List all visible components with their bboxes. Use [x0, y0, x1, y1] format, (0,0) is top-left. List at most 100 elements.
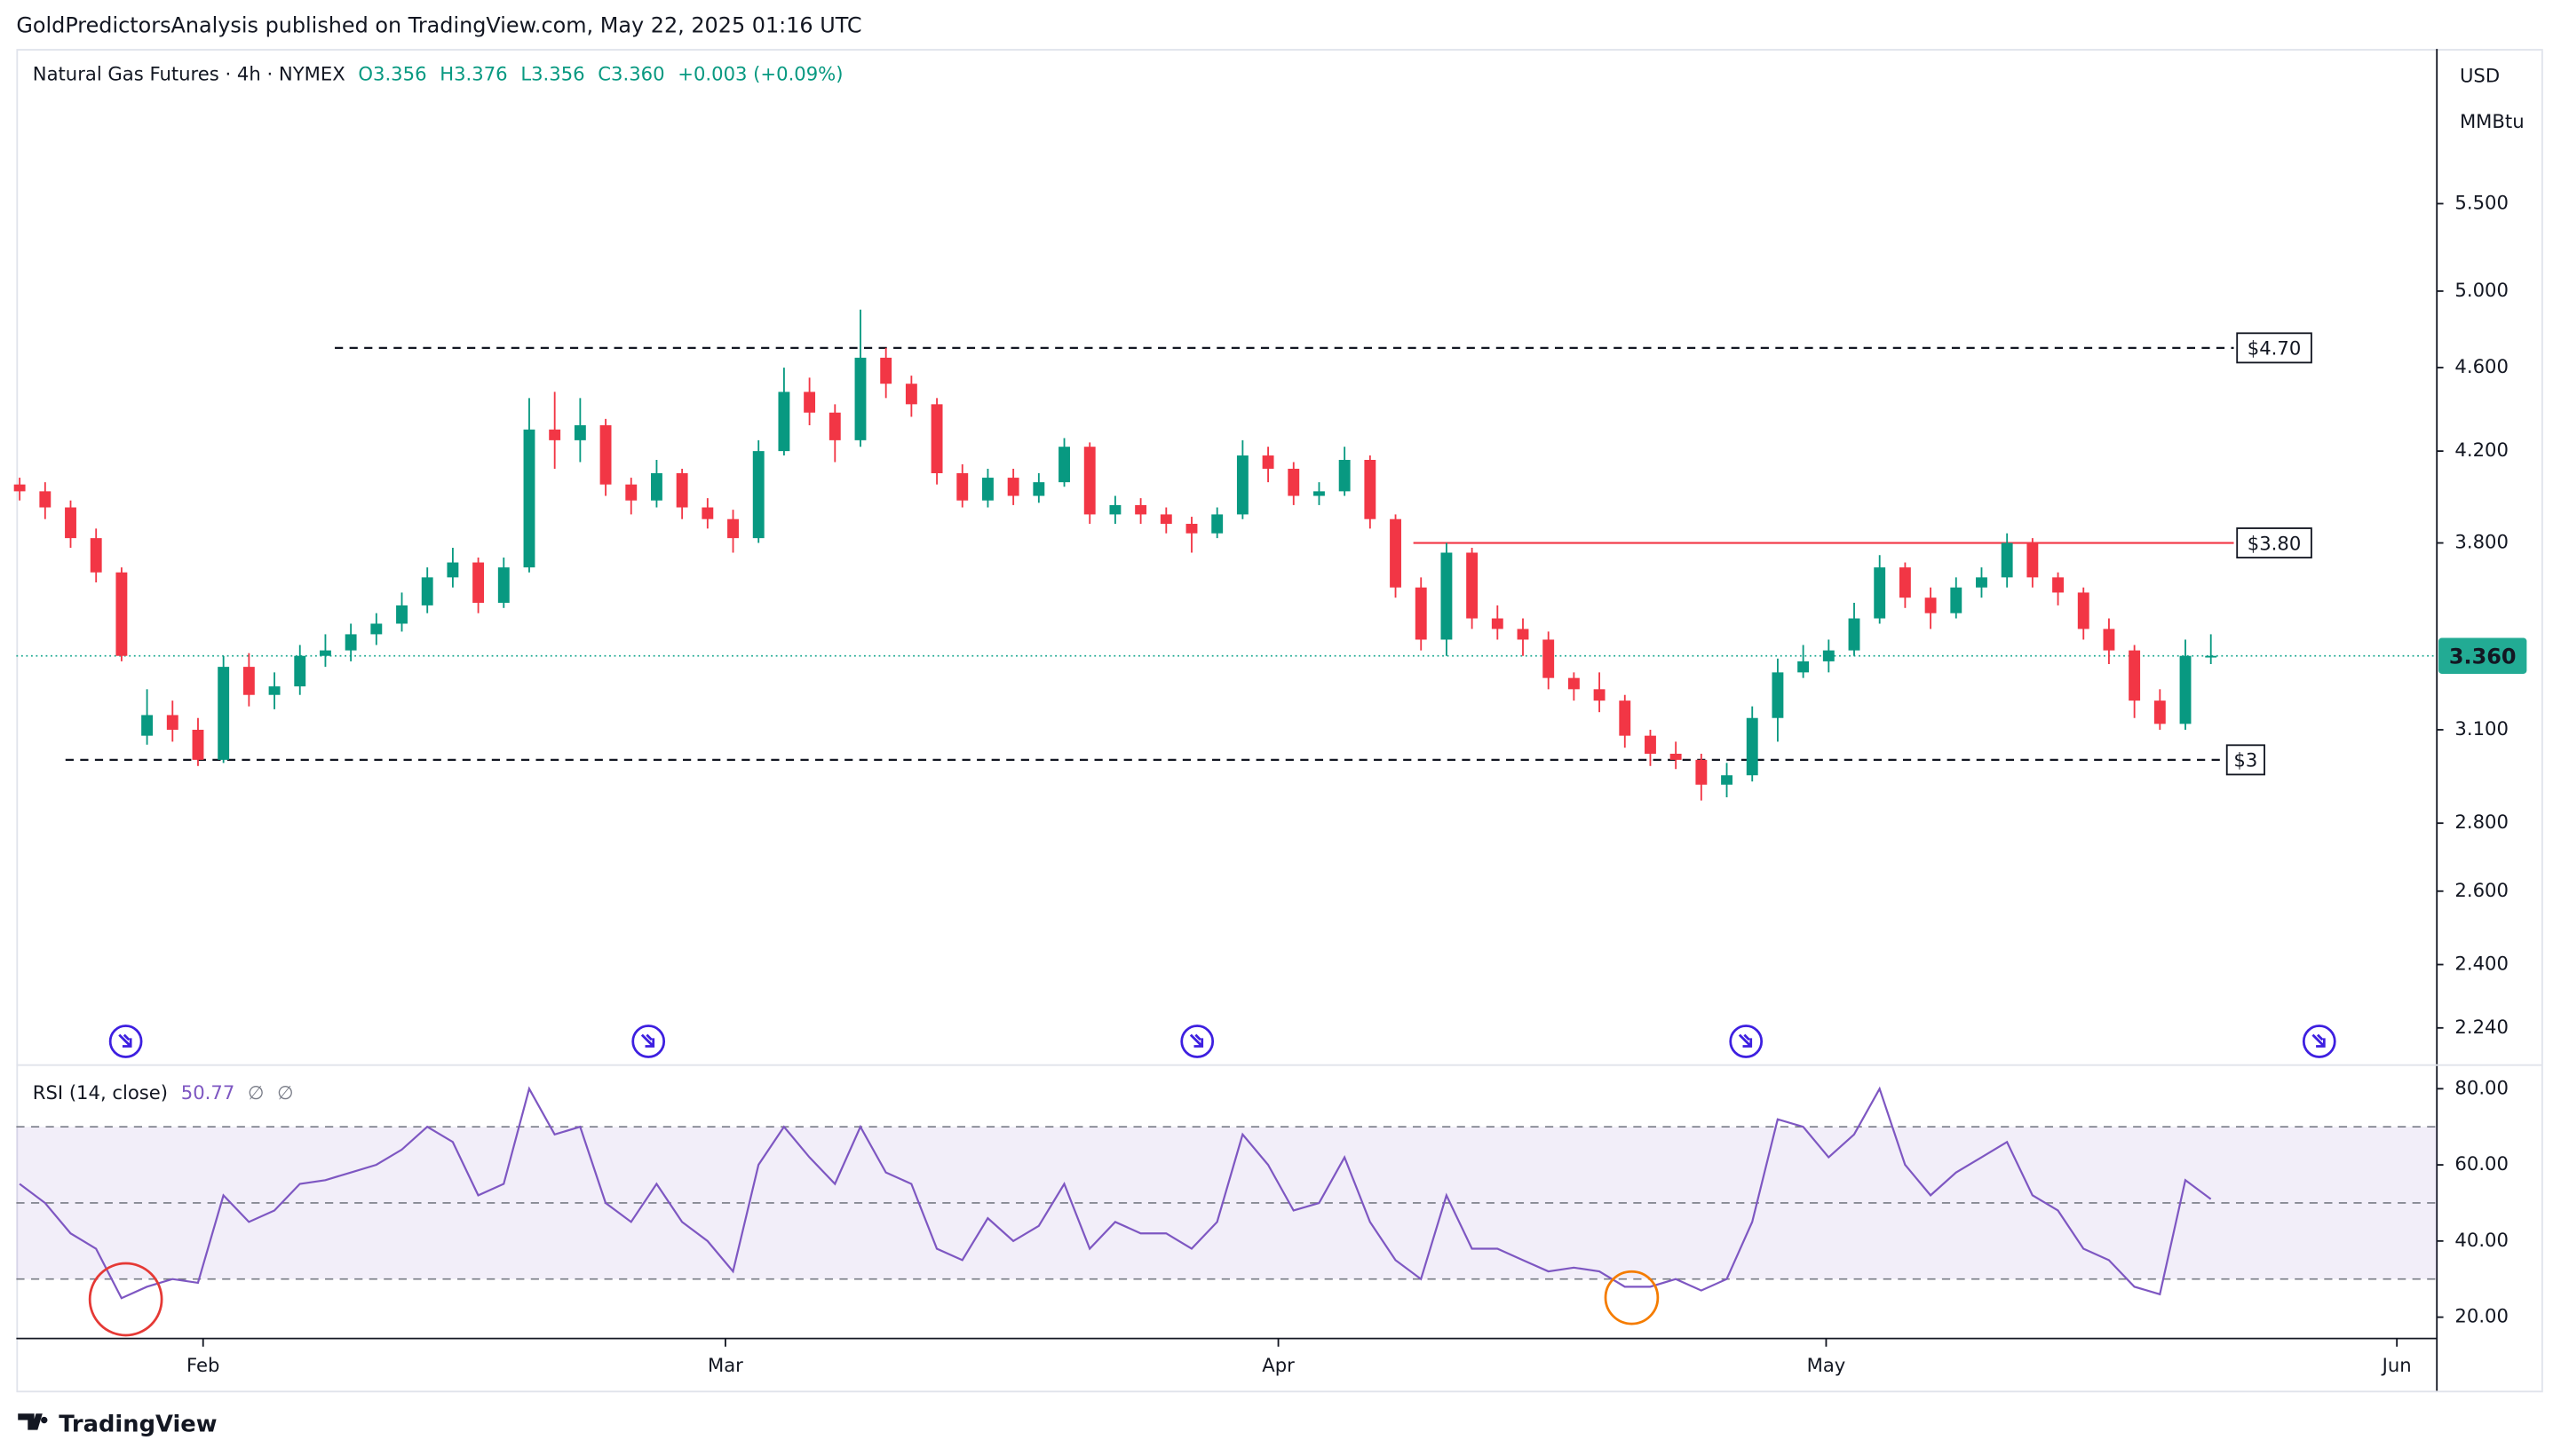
y-tick-label: 2.240: [2454, 1016, 2508, 1038]
level-box: [2236, 527, 2312, 559]
candle-body: [1924, 597, 1937, 613]
x-tick-label: Jun: [2381, 1354, 2412, 1376]
candle-body: [1033, 482, 1045, 496]
candle-body: [1211, 514, 1224, 534]
candle-body: [166, 715, 178, 730]
candle-body: [2001, 542, 2013, 578]
candle-body: [702, 507, 714, 519]
candle-body: [905, 384, 917, 405]
candle-body: [192, 729, 204, 760]
y-tick-label: 3.800: [2454, 531, 2508, 553]
candle-body: [804, 392, 816, 413]
candle-body: [982, 478, 994, 501]
candle-body: [472, 562, 485, 603]
event-icons: [108, 1025, 2336, 1058]
event-icon: [1180, 1025, 1215, 1058]
y-tick-label: 40.00: [2454, 1229, 2508, 1251]
level-box: [2236, 332, 2312, 364]
unit: MMBtu: [2460, 110, 2525, 132]
y-tick-label: 2.400: [2454, 952, 2508, 974]
candle-body: [1058, 447, 1070, 483]
candle-body: [727, 518, 739, 539]
candle-body: [13, 484, 26, 492]
candle-body: [599, 424, 612, 485]
candle-body: [956, 473, 969, 501]
event-icon: [631, 1025, 666, 1058]
level-label: $3: [2233, 749, 2257, 772]
candle-body: [1109, 504, 1122, 515]
candle-body: [2103, 629, 2115, 651]
level-label: $3.80: [2248, 532, 2301, 554]
rsi-extra: ∅: [248, 1081, 264, 1104]
rsi-legend: RSI (14, close) 50.77 ∅ ∅: [33, 1081, 294, 1104]
low: L3.356: [520, 63, 584, 85]
candle-body: [1313, 491, 1325, 496]
y-tick-label: 3.100: [2454, 717, 2508, 740]
candle-body: [829, 412, 841, 440]
candle-body: [1746, 717, 1758, 776]
candle-body: [1567, 677, 1580, 690]
candle-body: [1874, 567, 1886, 619]
candle-body: [1364, 460, 1376, 519]
candle-body: [1338, 460, 1351, 492]
candle-body: [1466, 552, 1479, 619]
candle-body: [1083, 447, 1096, 515]
candle-body: [218, 667, 230, 760]
candle-body: [1848, 618, 1860, 651]
candle-body: [1236, 455, 1249, 515]
frame: [16, 49, 2543, 1393]
annotation-circle: [1604, 1270, 1660, 1325]
y-tick-label: 2.600: [2454, 879, 2508, 901]
y-tick-label: 4.600: [2454, 355, 2508, 377]
candle-body: [268, 686, 281, 695]
candle-body: [1262, 455, 1274, 469]
candle-body: [294, 655, 306, 687]
candle-body: [1135, 504, 1147, 515]
candle-body: [651, 473, 662, 501]
y-tick-label: 4.200: [2454, 439, 2508, 461]
x-tick-label: May: [1807, 1354, 1846, 1376]
candle-body: [2153, 700, 2166, 724]
candle-body: [2205, 655, 2217, 658]
rsi-line: [19, 1086, 2212, 1300]
candle-body: [39, 491, 52, 508]
candle-body: [1415, 587, 1427, 640]
candle-body: [447, 562, 459, 578]
legend: Natural Gas Futures · 4h · NYMEX O3.356 H3…: [33, 63, 844, 85]
candle-body: [1440, 552, 1453, 640]
x-tick-label: Mar: [708, 1354, 743, 1376]
logo: [18, 1413, 48, 1430]
y-tick-label: 2.800: [2454, 811, 2508, 833]
candle-body: [345, 634, 357, 651]
candle-body: [2077, 592, 2089, 629]
marks: Feb Mar Apr May Jun 2.240 2.400 2.600 2.800 3.100…: [13, 191, 2527, 1376]
y-tick-label: 20.00: [2454, 1305, 2508, 1327]
candle-body: [396, 605, 408, 624]
candle-body: [574, 424, 586, 440]
rsi-extra: ∅: [277, 1081, 293, 1104]
candle-body: [625, 484, 638, 501]
x-tick-label: Feb: [186, 1354, 219, 1376]
candle-body: [242, 667, 255, 695]
footer: TradingView: [59, 1412, 217, 1438]
candle-body: [141, 715, 154, 736]
rsi-name: RSI (14, close): [33, 1081, 168, 1104]
candle-body: [1772, 672, 1784, 718]
candle-body: [1950, 587, 1962, 613]
candle-body: [1288, 468, 1300, 496]
level-label: $4.70: [2248, 337, 2301, 360]
candle-body: [1517, 629, 1529, 640]
candle-body: [1160, 514, 1172, 525]
candle-body: [2026, 542, 2039, 578]
candle-body: [1619, 700, 1631, 736]
y-tick-label: 5.500: [2454, 191, 2508, 213]
candle-body: [421, 577, 433, 605]
candle-body: [2052, 577, 2064, 593]
level-box: [2225, 744, 2265, 776]
candle-body: [319, 650, 331, 656]
event-icon: [2302, 1025, 2336, 1058]
x-tick-label: Apr: [1262, 1354, 1295, 1376]
candle-body: [1822, 650, 1835, 661]
event-icon: [1729, 1025, 1764, 1058]
